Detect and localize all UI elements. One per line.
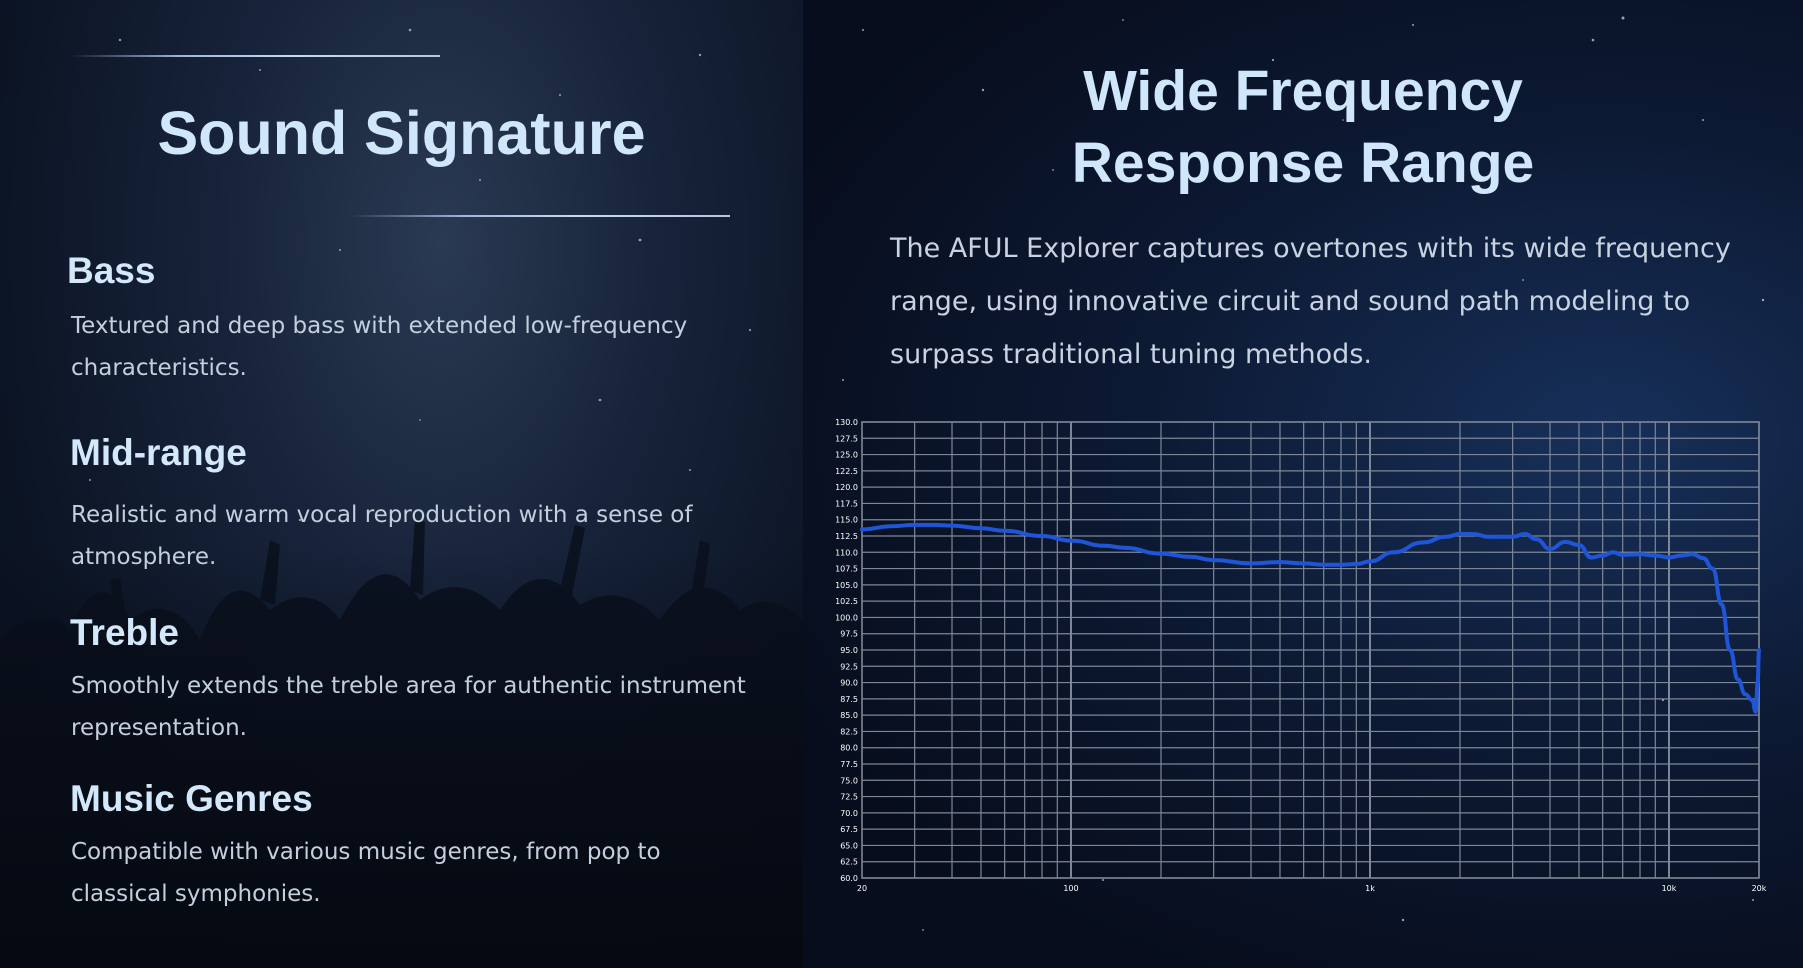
y-tick-label: 60.0 <box>840 874 858 883</box>
y-tick-label: 67.5 <box>840 825 858 834</box>
y-tick-label: 70.0 <box>840 809 858 818</box>
y-tick-label: 90.0 <box>840 679 858 688</box>
x-tick-label: 10k <box>1662 884 1677 893</box>
y-tick-label: 107.5 <box>835 565 858 574</box>
horizontal-grid <box>862 421 1759 879</box>
right-panel-background <box>803 0 1803 968</box>
y-tick-label: 122.5 <box>835 467 858 476</box>
y-tick-label: 120.0 <box>835 483 858 492</box>
x-tick-label: 20 <box>857 884 867 893</box>
y-tick-label: 62.5 <box>840 858 858 867</box>
x-tick-label: 1k <box>1365 884 1375 893</box>
bass-heading: Bass <box>67 250 156 291</box>
mid-range-heading: Mid-range <box>70 432 247 473</box>
y-tick-label: 130.0 <box>835 418 858 427</box>
y-tick-label: 72.5 <box>840 793 858 802</box>
treble-heading: Treble <box>70 612 179 653</box>
y-tick-label: 80.0 <box>840 744 858 753</box>
y-tick-label: 92.5 <box>840 662 858 671</box>
mid-range-description: Realistic and warm vocal reproduction wi… <box>71 502 693 570</box>
y-tick-label: 82.5 <box>840 727 858 736</box>
y-tick-label: 105.0 <box>835 581 858 590</box>
y-axis-ticks: 130.0 127.5 125.0 122.5 120.0 117.5 115.0 112.5… <box>835 418 858 883</box>
music-genres-heading: Music Genres <box>70 778 313 819</box>
y-tick-label: 102.5 <box>835 597 858 606</box>
treble-description: Smoothly extends the treble area for aut… <box>71 673 746 741</box>
top-divider-line <box>70 55 440 57</box>
bottom-divider-line <box>350 215 730 217</box>
bass-description: Textured and deep bass with extended low… <box>71 313 688 381</box>
y-tick-label: 95.0 <box>840 646 858 655</box>
y-tick-label: 115.0 <box>835 516 858 525</box>
x-tick-label: 20k <box>1752 884 1767 893</box>
x-tick-label: 100 <box>1063 884 1078 893</box>
y-tick-label: 117.5 <box>835 499 858 508</box>
frequency-description: The AFUL Explorer captures overtones wit… <box>890 233 1731 370</box>
y-tick-label: 85.0 <box>840 711 858 720</box>
y-tick-label: 100.0 <box>835 613 858 622</box>
y-tick-label: 87.5 <box>840 695 858 704</box>
title-line-1: Wide Frequency <box>1083 59 1523 123</box>
x-axis-ticks: 20 100 1k 10k 20k <box>857 884 1767 893</box>
y-tick-label: 112.5 <box>835 532 858 541</box>
sound-signature-title: Sound Signature <box>157 99 646 167</box>
y-tick-label: 110.0 <box>835 548 858 557</box>
crowd-overlay <box>0 548 803 968</box>
y-tick-label: 77.5 <box>840 760 858 769</box>
music-genres-description: Compatible with various music genres, fr… <box>71 839 661 907</box>
y-tick-label: 65.0 <box>840 841 858 850</box>
y-tick-label: 127.5 <box>835 434 858 443</box>
title-line-2: Response Range <box>1071 131 1535 195</box>
wide-frequency-title: Wide Frequency Response Range <box>803 55 1803 199</box>
frequency-response-chart: 130.0 127.5 125.0 122.5 120.0 117.5 115.0 112.5… <box>835 418 1767 893</box>
frequency-response-curve <box>860 522 1761 714</box>
y-tick-label: 75.0 <box>840 776 858 785</box>
y-tick-label: 125.0 <box>835 451 858 460</box>
y-tick-label: 97.5 <box>840 630 858 639</box>
